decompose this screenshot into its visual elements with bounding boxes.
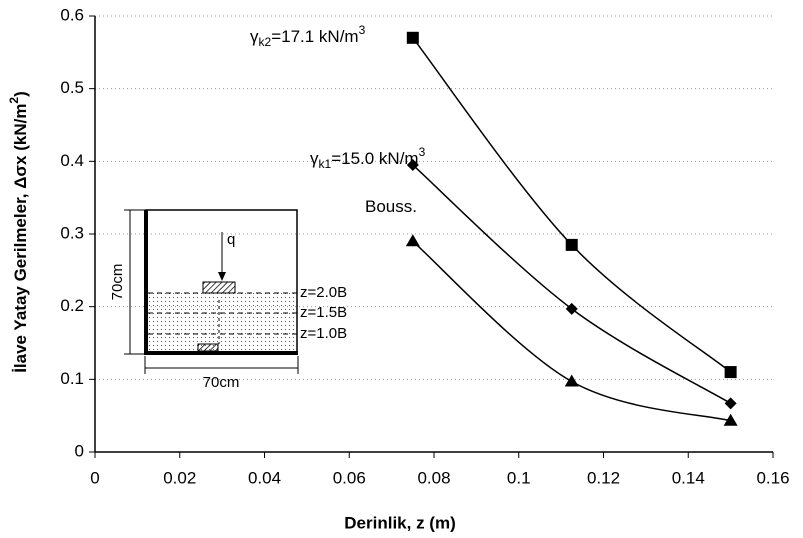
level-label: z=1.0B — [300, 325, 347, 342]
y-tick-label: 0.4 — [60, 151, 84, 170]
sensor — [197, 343, 219, 352]
annotation-text: γ — [250, 27, 259, 46]
annotation-sub: k1 — [319, 157, 332, 171]
annotation-sup: 3 — [419, 145, 426, 159]
y-axis-label-sup: 2 — [7, 97, 21, 104]
marker — [724, 366, 737, 379]
series-line — [412, 164, 732, 404]
annotation-text: =17.1 kN/m — [271, 27, 358, 46]
y-axis-label-text: İlave Yatay Gerilmeler, Δσx (kN/m — [11, 104, 30, 373]
series-line — [412, 37, 732, 373]
soil — [146, 292, 297, 353]
series-line — [412, 240, 731, 422]
y-axis-label: İlave Yatay Gerilmeler, Δσx (kN/m2) — [7, 91, 30, 373]
level-label: z=1.5B — [300, 304, 347, 321]
marker — [724, 397, 737, 410]
marker — [723, 413, 738, 426]
marker — [406, 158, 419, 171]
annotation: γk2=17.1 kN/m3 — [250, 23, 366, 49]
height-label: 70cm — [109, 264, 126, 301]
annotation-text: Bouss. — [365, 197, 417, 216]
level-label: z=2.0B — [300, 284, 347, 301]
x-tick-label: 0.04 — [248, 468, 281, 487]
marker — [565, 302, 578, 315]
x-tick-label: 0.06 — [333, 468, 366, 487]
y-tick-label: 0.1 — [60, 369, 84, 388]
x-tick-label: 0.14 — [672, 468, 705, 487]
y-tick-label: 0.3 — [60, 223, 84, 242]
y-tick-label: 0.5 — [60, 78, 84, 97]
x-tick-label: 0.16 — [756, 468, 789, 487]
y-tick-label: 0 — [75, 441, 84, 460]
annotation-text: =15.0 kN/m — [331, 149, 418, 168]
x-axis-label: Derinlik, z (m) — [344, 513, 455, 532]
inset-diagram: q 70cm 70cm z=2.0B z=1.5B z=1.0B — [109, 209, 347, 391]
load-label: q — [227, 231, 235, 248]
width-label: 70cm — [203, 374, 240, 391]
y-tick-label: 0.6 — [60, 5, 84, 24]
arrow-head — [218, 272, 226, 281]
y-axis-label-text: ) — [11, 91, 30, 97]
x-tick-label: 0.08 — [417, 468, 450, 487]
marker — [565, 238, 578, 251]
annotation-sup: 3 — [359, 23, 366, 37]
footing — [202, 281, 236, 294]
x-tick-label: 0 — [90, 468, 99, 487]
annotation: Bouss. — [365, 197, 417, 216]
annotation-sub: k2 — [259, 35, 272, 49]
annotation-text: γ — [310, 149, 319, 168]
x-tick-label: 0.02 — [163, 468, 196, 487]
x-tick-label: 0.12 — [587, 468, 620, 487]
x-tick-label: 0.1 — [507, 468, 531, 487]
y-tick-label: 0.2 — [60, 296, 84, 315]
marker — [564, 374, 579, 387]
marker — [405, 234, 420, 247]
annotation: γk1=15.0 kN/m3 — [310, 145, 426, 171]
marker — [406, 31, 419, 44]
